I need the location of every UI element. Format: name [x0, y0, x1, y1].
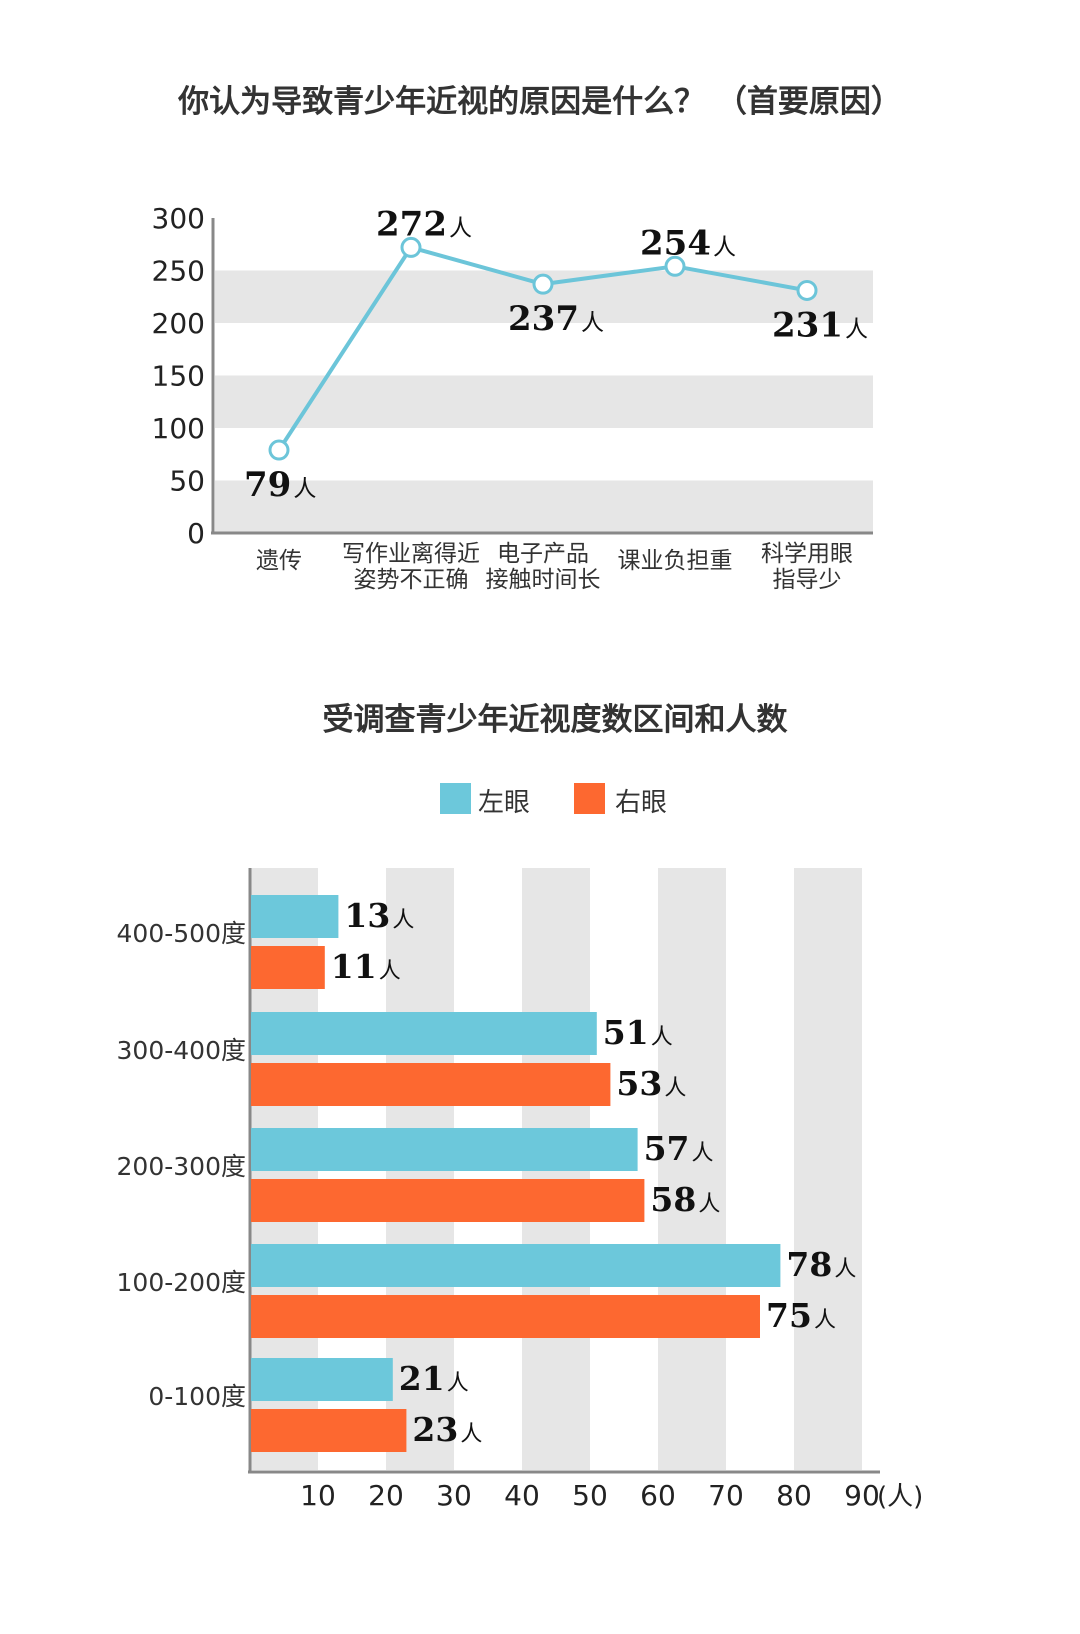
line-chart-points — [268, 236, 818, 461]
category-label: 电子产品 — [497, 541, 589, 567]
bar — [251, 895, 339, 938]
data-point — [400, 236, 422, 258]
category-label: 300-400度 — [117, 1036, 246, 1065]
data-label: 11人 — [331, 947, 401, 986]
bar-chart: 受调查青少年近视度数区间和人数 左眼 右眼 13人 11人 51人 53人 57人 58人… — [117, 702, 924, 1512]
y-tick-label: 50 — [169, 465, 205, 498]
legend: 左眼 右眼 — [440, 783, 667, 818]
category-label: 0-100度 — [148, 1382, 246, 1411]
category-label: 400-500度 — [117, 919, 246, 948]
x-tick-label: 70 — [708, 1479, 744, 1512]
y-tick-label: 200 — [152, 307, 205, 340]
category-label: 写作业离得近 — [342, 541, 480, 567]
grid-band — [658, 868, 726, 1470]
line-chart-y-ticks: 0 50 100 150 200 250 300 — [152, 202, 205, 550]
data-label: 79人 — [244, 465, 316, 505]
data-label: 53人 — [616, 1064, 686, 1103]
bar — [251, 1358, 393, 1401]
data-point — [532, 273, 554, 295]
category-label: 接触时间长 — [486, 567, 601, 593]
legend-label-right-eye: 右眼 — [615, 788, 667, 818]
x-unit-label: (人) — [877, 1482, 923, 1512]
data-label: 58人 — [650, 1180, 720, 1219]
grid-band — [794, 868, 862, 1470]
x-tick-label: 60 — [640, 1479, 676, 1512]
category-label: 姿势不正确 — [354, 567, 469, 593]
data-label: 75人 — [766, 1296, 836, 1335]
x-tick-label: 80 — [776, 1479, 812, 1512]
y-tick-label: 300 — [152, 202, 205, 235]
x-tick-label: 50 — [572, 1479, 608, 1512]
x-tick-label: 40 — [504, 1479, 540, 1512]
line-chart-title: 你认为导致青少年近视的原因是什么？ （首要原因） — [177, 84, 902, 120]
data-label: 231人 — [772, 305, 868, 345]
x-tick-label: 20 — [368, 1479, 404, 1512]
data-point — [664, 255, 686, 277]
data-label: 23人 — [412, 1410, 482, 1449]
bar-chart-x-ticks: 10 20 30 40 50 60 70 80 90 — [300, 1479, 880, 1512]
data-point — [268, 439, 290, 461]
data-label: 78人 — [786, 1245, 856, 1284]
y-tick-label: 250 — [152, 255, 205, 288]
line-chart-data-labels: 79人 272人 237人 254人 231人 — [244, 204, 868, 505]
data-label: 237人 — [508, 299, 604, 339]
bar — [251, 1012, 597, 1055]
bar-chart-categories: 400-500度 300-400度 200-300度 100-200度 0-100度 — [117, 919, 246, 1411]
bar — [251, 1128, 638, 1171]
bar — [251, 1244, 781, 1287]
category-label: 指导少 — [773, 567, 842, 593]
legend-swatch-right-eye — [574, 783, 605, 814]
category-label: 遗传 — [256, 548, 302, 574]
category-label: 科学用眼 — [761, 541, 853, 567]
y-tick-label: 150 — [152, 360, 205, 393]
bar — [251, 946, 325, 989]
y-tick-label: 100 — [152, 412, 205, 445]
x-tick-label: 90 — [844, 1479, 880, 1512]
bar — [251, 1063, 611, 1106]
data-label: 57人 — [644, 1129, 714, 1168]
bar — [251, 1409, 407, 1452]
category-label: 200-300度 — [117, 1152, 246, 1181]
legend-label-left-eye: 左眼 — [478, 788, 530, 818]
data-label: 21人 — [399, 1359, 469, 1398]
bar-chart-data-labels: 13人 11人 51人 53人 57人 58人 78人 75人 21人 23人 — [331, 896, 857, 1449]
grid-band — [215, 480, 873, 533]
line-chart: 你认为导致青少年近视的原因是什么？ （首要原因） 0 50 100 150 200 250… — [152, 84, 902, 593]
grid-band — [215, 375, 873, 428]
legend-swatch-left-eye — [440, 783, 471, 814]
y-tick-label: 0 — [187, 517, 205, 550]
data-label: 51人 — [603, 1013, 673, 1052]
x-tick-label: 30 — [436, 1479, 472, 1512]
category-label: 课业负担重 — [618, 548, 733, 574]
x-tick-label: 10 — [300, 1479, 336, 1512]
bar — [251, 1179, 645, 1222]
bar-chart-title: 受调查青少年近视度数区间和人数 — [323, 702, 788, 738]
bar-chart-bars — [251, 895, 781, 1452]
bar — [251, 1295, 760, 1338]
data-label: 254人 — [640, 223, 736, 263]
category-label: 100-200度 — [117, 1268, 246, 1297]
data-label: 272人 — [376, 204, 472, 244]
data-point — [796, 279, 818, 301]
data-label: 13人 — [344, 896, 414, 935]
